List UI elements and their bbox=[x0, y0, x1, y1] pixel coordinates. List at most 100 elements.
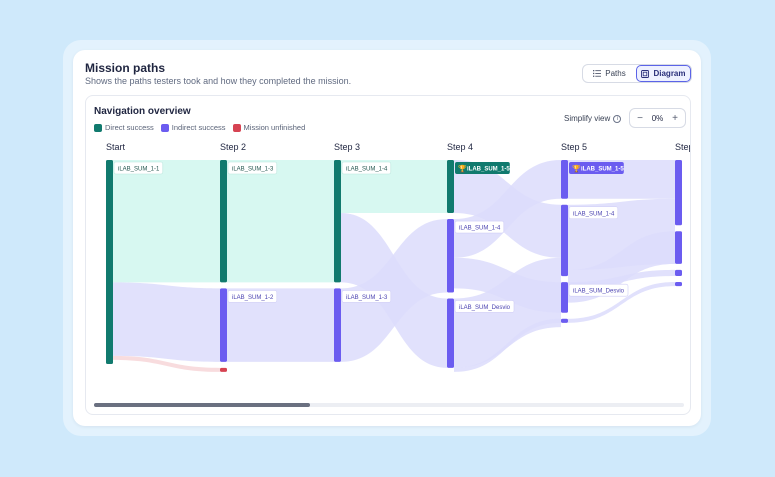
node-label: iLAB_SUM_1-4 bbox=[459, 226, 501, 232]
legend-mission-unfinished: Mission unfinished bbox=[232, 123, 306, 132]
legend-direct-success: Direct success bbox=[94, 123, 154, 132]
path-node[interactable]: 🏆 iLAB_SUM_1-5 bbox=[447, 160, 510, 214]
path-node[interactable]: iLAB_SUM_1-4 bbox=[334, 160, 392, 283]
paths-tab[interactable]: Paths bbox=[583, 65, 636, 82]
paths-tab-label: Paths bbox=[605, 69, 626, 78]
node-bar[interactable] bbox=[220, 160, 227, 283]
sankey-diagram: Start Step 2 Step 3 Step 4 Step 5 Step 6 iLAB_… bbox=[106, 142, 690, 372]
legend-indirect-success: Indirect success bbox=[160, 123, 226, 132]
trophy-icon: 🏆 bbox=[458, 164, 467, 173]
node-bar[interactable] bbox=[447, 160, 454, 214]
node-bar[interactable] bbox=[675, 160, 682, 226]
node-label: iLAB_SUM_1-5 bbox=[467, 167, 510, 173]
page-subtitle: Shows the paths testers took and how the… bbox=[85, 76, 352, 86]
node-label: iLAB_SUM_1-5 bbox=[581, 167, 624, 173]
node-label-box bbox=[113, 161, 164, 175]
node-bar[interactable] bbox=[106, 160, 113, 364]
horizontal-scrollbar[interactable] bbox=[94, 403, 684, 407]
scrollbar-thumb[interactable] bbox=[94, 403, 310, 407]
diagram-tab[interactable]: Diagram bbox=[636, 65, 691, 82]
diagram-tab-label: Diagram bbox=[653, 69, 686, 78]
flow-link bbox=[568, 269, 675, 289]
path-node[interactable]: iLAB_SUM_Desvio bbox=[447, 298, 515, 368]
node-label: iLAB_SUM_1-2 bbox=[232, 295, 274, 301]
simplify-view-text: Simplify view bbox=[564, 114, 611, 123]
view-toggle: Paths Diagram bbox=[582, 64, 692, 83]
path-node[interactable]: iLAB_SUM_1-4 bbox=[447, 219, 505, 293]
page-title: Mission paths bbox=[85, 61, 166, 75]
flow-link bbox=[113, 355, 220, 372]
path-node[interactable]: iLAB_SUM_1-3 bbox=[220, 160, 278, 283]
flow-links bbox=[113, 160, 675, 372]
decrease-button[interactable]: − bbox=[637, 112, 643, 124]
node-label: iLAB_SUM_1-4 bbox=[573, 211, 615, 217]
flow-link bbox=[568, 282, 675, 323]
node-bar[interactable] bbox=[334, 288, 341, 362]
node-label: iLAB_SUM_1-3 bbox=[346, 295, 388, 301]
node-bar[interactable] bbox=[334, 160, 341, 283]
path-node[interactable] bbox=[675, 269, 682, 277]
node-label: iLAB_SUM_1-4 bbox=[346, 167, 388, 173]
navigation-overview-panel: Navigation overview Direct success Indir… bbox=[85, 95, 691, 415]
path-node[interactable]: 🏆 iLAB_SUM_1-5 bbox=[561, 160, 624, 199]
flow-link bbox=[227, 288, 334, 362]
flow-link bbox=[454, 257, 561, 368]
path-node[interactable] bbox=[561, 318, 568, 323]
path-node[interactable]: iLAB_SUM_1-3 bbox=[334, 288, 392, 362]
node-label-box bbox=[454, 220, 505, 234]
node-bar[interactable] bbox=[220, 288, 227, 362]
trophy-icon: 🏆 bbox=[572, 164, 581, 173]
step-header-5: Step 5 bbox=[561, 142, 587, 152]
node-bar[interactable] bbox=[561, 160, 568, 199]
path-node[interactable] bbox=[675, 231, 682, 264]
mission-paths-card: Mission paths Shows the paths testers to… bbox=[73, 50, 701, 426]
legend-swatch-indirect bbox=[160, 123, 169, 132]
info-icon[interactable]: i bbox=[613, 114, 622, 123]
path-node[interactable] bbox=[220, 367, 227, 372]
path-node[interactable]: iLAB_SUM_1-1 bbox=[106, 160, 164, 364]
node-bar[interactable] bbox=[220, 367, 227, 372]
node-label: iLAB_SUM_Desvio bbox=[459, 305, 511, 311]
path-node[interactable]: iLAB_SUM_1-2 bbox=[220, 288, 278, 362]
node-label: iLAB_SUM_1-1 bbox=[118, 167, 160, 173]
node-label-box bbox=[568, 283, 629, 297]
flow-link bbox=[454, 160, 561, 258]
path-node[interactable] bbox=[675, 160, 682, 226]
node-bar[interactable] bbox=[561, 282, 568, 313]
flow-link bbox=[341, 219, 447, 362]
path-node[interactable] bbox=[675, 282, 682, 287]
path-node[interactable]: iLAB_SUM_Desvio bbox=[561, 282, 629, 313]
node-label-box bbox=[455, 162, 510, 174]
flow-link bbox=[454, 318, 561, 372]
path-node[interactable]: iLAB_SUM_1-4 bbox=[561, 204, 619, 277]
node-label: iLAB_SUM_Desvio bbox=[573, 289, 625, 295]
legend-direct-label: Direct success bbox=[105, 123, 154, 132]
simplify-view-label: Simplify view i bbox=[564, 114, 622, 123]
step-header-4: Step 4 bbox=[447, 142, 473, 152]
legend-swatch-direct bbox=[94, 123, 102, 132]
node-bar[interactable] bbox=[675, 282, 682, 287]
node-bar[interactable] bbox=[447, 219, 454, 293]
step-header-1: Start bbox=[106, 142, 126, 152]
node-bar[interactable] bbox=[675, 231, 682, 264]
node-bar[interactable] bbox=[447, 298, 454, 368]
overview-title: Navigation overview bbox=[94, 106, 191, 117]
simplify-value: 0% bbox=[651, 113, 664, 123]
node-label-box bbox=[227, 290, 278, 303]
node-bar[interactable] bbox=[561, 318, 568, 323]
node-bar[interactable] bbox=[675, 269, 682, 277]
increase-button[interactable]: + bbox=[672, 112, 678, 124]
node-label-box bbox=[454, 300, 515, 313]
legend-unfinished-label: Mission unfinished bbox=[243, 123, 306, 132]
flow-link bbox=[227, 160, 334, 283]
step-header-3: Step 3 bbox=[334, 142, 360, 152]
flow-link bbox=[113, 282, 220, 362]
simplify-stepper: − 0% + bbox=[629, 108, 686, 128]
node-label-box bbox=[569, 162, 624, 174]
node-bar[interactable] bbox=[561, 204, 568, 277]
diagram-icon bbox=[641, 69, 650, 78]
step-header-2: Step 2 bbox=[220, 142, 246, 152]
list-icon bbox=[593, 70, 602, 77]
node-label-box bbox=[568, 206, 619, 220]
node-label: iLAB_SUM_1-3 bbox=[232, 167, 274, 173]
